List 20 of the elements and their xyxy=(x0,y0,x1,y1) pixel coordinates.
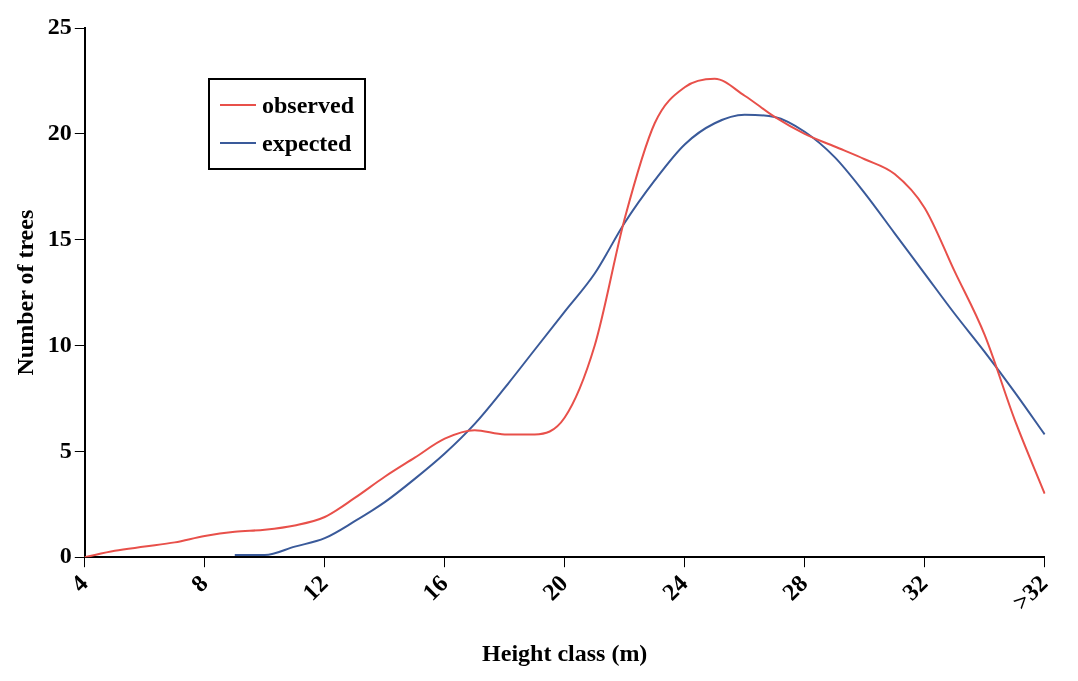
legend-label: expected xyxy=(262,129,352,158)
x-tick-label: 12 xyxy=(297,569,333,606)
legend-label: observed xyxy=(262,91,354,120)
x-tick-label: 20 xyxy=(537,569,573,606)
x-tick-label: 32 xyxy=(897,569,933,606)
line-series xyxy=(233,113,1046,557)
y-tick-label: 20 xyxy=(47,119,72,146)
x-tick-label: >32 xyxy=(1007,569,1053,615)
y-tick-label: 0 xyxy=(59,542,72,569)
x-tick-label: 16 xyxy=(417,569,453,606)
y-tick-label: 15 xyxy=(47,224,72,251)
y-tick-label: 5 xyxy=(59,436,72,463)
x-tick-label: 24 xyxy=(657,569,693,606)
y-axis-title: Number of trees xyxy=(11,209,38,376)
y-tick-label: 10 xyxy=(47,330,72,357)
x-tick-label: 8 xyxy=(185,569,213,597)
x-tick-label: 4 xyxy=(65,569,93,597)
x-tick-label: 28 xyxy=(777,569,813,606)
x-axis-title: Height class (m) xyxy=(482,639,648,666)
y-tick-label: 25 xyxy=(47,13,72,40)
